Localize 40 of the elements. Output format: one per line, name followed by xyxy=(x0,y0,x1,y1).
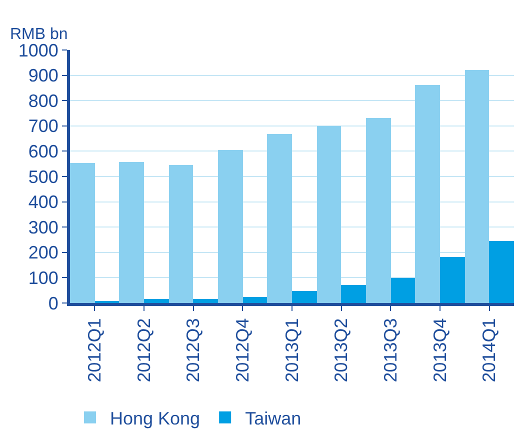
bar xyxy=(193,299,218,303)
y-tick-label: 700 xyxy=(28,116,58,136)
y-axis-title: RMB bn xyxy=(10,26,68,43)
x-tick-label: 2012Q4 xyxy=(232,318,253,382)
bar xyxy=(144,299,169,303)
x-tick-label: 2013Q2 xyxy=(331,318,352,382)
y-tick-label: 600 xyxy=(28,142,58,162)
bar xyxy=(218,150,243,303)
bar xyxy=(243,297,267,303)
y-tick-label: 200 xyxy=(28,242,58,263)
x-tick-label: 2012Q1 xyxy=(84,318,105,382)
bar xyxy=(415,85,440,303)
bar xyxy=(317,126,341,303)
bar xyxy=(292,291,317,303)
y-tick-label: 1000 xyxy=(18,40,58,60)
x-tick-label: 2013Q3 xyxy=(380,318,401,382)
bar xyxy=(489,241,514,303)
y-tick-label: 300 xyxy=(28,217,58,238)
bar xyxy=(465,70,489,303)
bar xyxy=(440,257,465,303)
y-tick-label: 0 xyxy=(48,293,58,314)
y-tick-label: 500 xyxy=(28,166,58,187)
legend-label: Taiwan xyxy=(245,408,302,428)
legend-label: Hong Kong xyxy=(110,408,200,428)
bar xyxy=(119,162,144,303)
bar xyxy=(341,285,366,303)
bar xyxy=(70,163,95,303)
x-tick-label: 2014Q1 xyxy=(479,318,500,382)
x-tick-label: 2013Q1 xyxy=(282,318,302,382)
y-tick-label: 800 xyxy=(28,90,58,111)
bar xyxy=(169,165,193,303)
x-tick-label: 2012Q3 xyxy=(183,318,204,382)
y-tick-label: 100 xyxy=(28,268,58,288)
y-tick-label: 400 xyxy=(28,192,58,212)
bar xyxy=(391,278,415,303)
x-tick-label: 2013Q4 xyxy=(430,318,450,382)
bar xyxy=(267,134,292,303)
y-tick-label: 900 xyxy=(28,66,58,86)
x-tick-label: 2012Q2 xyxy=(134,318,154,382)
bar xyxy=(366,118,391,303)
